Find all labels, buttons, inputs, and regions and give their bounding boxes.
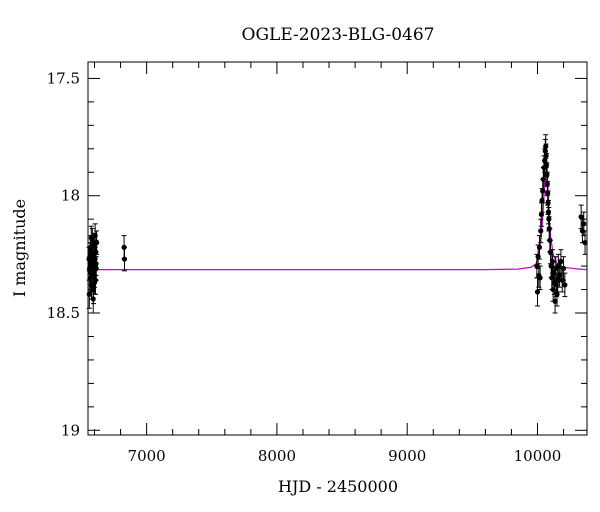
data-point [536, 244, 543, 250]
data-point [90, 296, 96, 302]
data-point [555, 277, 561, 283]
model-layer [88, 146, 588, 271]
plot-area [86, 61, 588, 436]
data-point [558, 258, 564, 265]
data-point [582, 240, 588, 246]
data-point [557, 272, 563, 279]
data-point [578, 214, 584, 220]
data-point [552, 298, 558, 304]
tick-labels: 7000 8000 9000 10000 17.5 18 18.5 19 [47, 69, 562, 465]
data-point [91, 279, 98, 286]
y-tick-label: 18 [61, 187, 80, 205]
x-axis-label: HJD - 2450000 [278, 477, 398, 496]
y-axis-label: I magnitude [10, 199, 29, 297]
chart-title: OGLE-2023-BLG-0467 [242, 25, 435, 45]
data-point [539, 197, 545, 204]
x-tick-label: 7000 [128, 447, 166, 465]
data-point [555, 263, 561, 269]
y-tick-label: 19 [61, 421, 80, 439]
y-tick-label: 17.5 [47, 69, 80, 87]
data-point [538, 211, 544, 218]
data-point [553, 282, 559, 288]
data-point [88, 235, 94, 241]
data-point [581, 221, 587, 227]
data-point [93, 261, 99, 267]
axis-ticks [88, 62, 587, 435]
plot-frame [87, 61, 588, 436]
data-point [562, 282, 568, 288]
data-point [560, 265, 567, 272]
data-point [554, 291, 560, 297]
model-curve [88, 146, 588, 271]
data-point [535, 254, 541, 260]
data-point [551, 270, 557, 276]
data-point [537, 275, 543, 281]
x-tick-label: 9000 [388, 447, 426, 465]
data-point [92, 232, 98, 239]
y-tick-label: 18.5 [47, 304, 80, 322]
data-point [121, 256, 128, 262]
x-tick-label: 8000 [258, 447, 296, 465]
x-tick-label: 10000 [514, 447, 562, 465]
data-point [92, 256, 98, 262]
data-point [89, 249, 96, 255]
data-point [534, 289, 541, 295]
data-point [86, 291, 92, 297]
data-point [88, 270, 94, 276]
data-points-layer [86, 134, 588, 314]
data-point [547, 249, 554, 255]
data-point [538, 228, 544, 234]
